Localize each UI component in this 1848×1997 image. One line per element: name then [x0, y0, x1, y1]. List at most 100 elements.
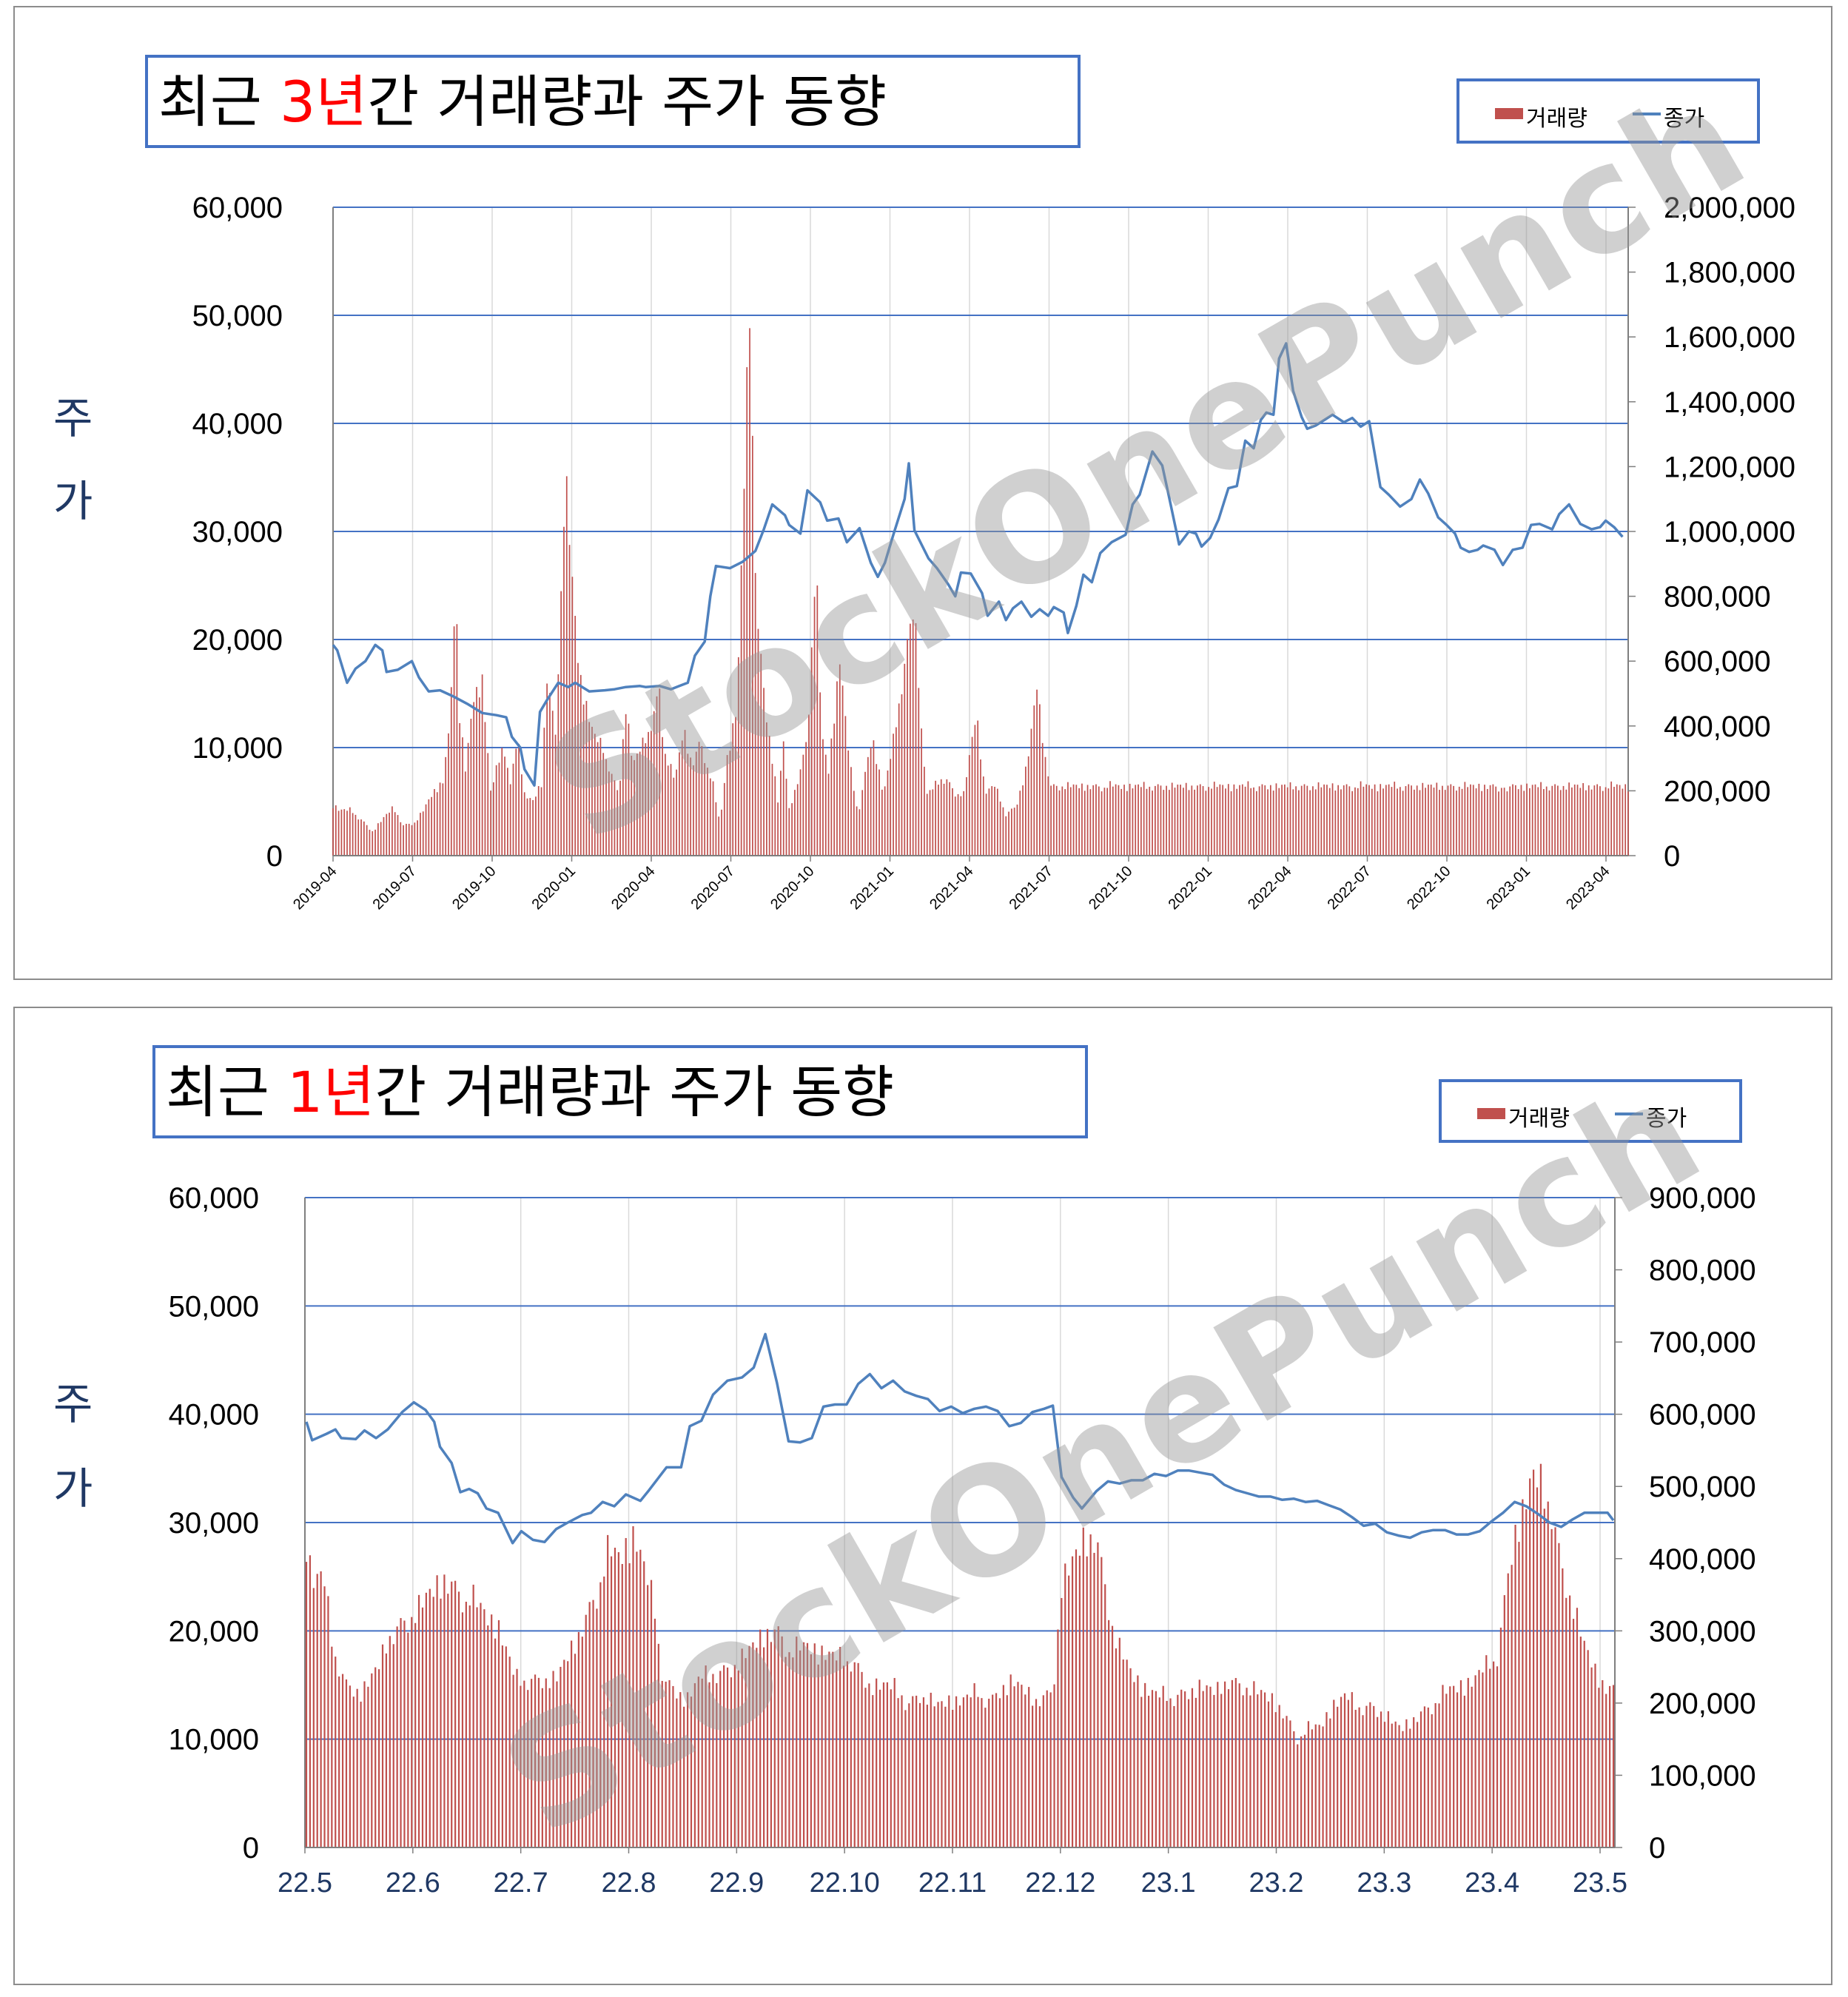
volume-bar [850, 767, 852, 856]
volume-bar [1035, 1699, 1038, 1847]
volume-bar [1269, 785, 1271, 856]
volume-bar [988, 1698, 990, 1847]
volume-bar [1303, 1734, 1306, 1847]
volume-bar [497, 1620, 500, 1847]
volume-bar [1129, 1668, 1132, 1847]
volume-bar [1612, 1685, 1615, 1847]
volume-bar [1143, 782, 1145, 856]
volume-bar [1374, 784, 1376, 856]
volume-bar [839, 664, 841, 856]
volume-bar [901, 694, 903, 856]
volume-bar [1354, 787, 1356, 856]
volume-bar [425, 1592, 427, 1847]
volume-bar [1391, 787, 1393, 856]
volume-bar [1061, 786, 1064, 856]
volume-bar [1198, 1679, 1200, 1847]
y-right-tick-label: 700,000 [1649, 1326, 1756, 1359]
x-tick-label: 22.6 [386, 1867, 440, 1899]
volume-bar [662, 736, 663, 856]
volume-bar [462, 737, 463, 856]
volume-bar [1559, 790, 1562, 856]
volume-bar [1485, 1655, 1488, 1847]
volume-bar [320, 1571, 322, 1847]
volume-bar [741, 1648, 743, 1847]
volume-bar [856, 806, 858, 856]
volume-bar [791, 803, 793, 856]
volume-bar [824, 1659, 827, 1847]
volume-bar [901, 1695, 903, 1847]
volume-bar [1503, 788, 1505, 856]
volume-bar [1033, 705, 1035, 856]
volume-bar [389, 1636, 391, 1847]
volume-bar [557, 674, 560, 856]
volume-bar [733, 1665, 736, 1847]
y-right-tick-label: 200,000 [1664, 775, 1771, 808]
volume-bar [1543, 789, 1545, 856]
volume-bar [698, 742, 700, 856]
volume-bar [1383, 1722, 1386, 1847]
volume-bar [799, 1650, 802, 1847]
volume-bar [1547, 1501, 1549, 1847]
volume-bar [639, 751, 641, 856]
volume-bar [867, 756, 869, 856]
volume-bar [1314, 789, 1317, 856]
volume-bar [1106, 788, 1109, 856]
price-line [305, 1332, 1615, 1545]
volume-bar [915, 622, 917, 856]
volume-bar [1017, 1682, 1019, 1847]
volume-bar [1408, 784, 1410, 856]
volume-bar [1337, 785, 1340, 856]
volume-bar [817, 1664, 819, 1847]
volume-bar [777, 802, 779, 856]
volume-bar [495, 765, 497, 856]
y-right-tick-label: 1,200,000 [1664, 451, 1795, 483]
volume-bar [585, 1614, 587, 1847]
volume-bar [1246, 1688, 1248, 1847]
volume-bar [1445, 1694, 1448, 1847]
volume-bar [740, 565, 742, 856]
volume-bar [617, 1552, 619, 1847]
volume-bar [926, 1705, 928, 1847]
volume-bar [1047, 776, 1049, 856]
volume-bar [1627, 791, 1629, 856]
volume-bar [1499, 1627, 1502, 1847]
volume-bar [998, 1698, 1001, 1847]
volume-bar [1013, 1686, 1015, 1847]
volume-bar [1044, 756, 1046, 856]
volume-bar [746, 367, 748, 856]
volume-bar [1191, 1688, 1194, 1847]
volume-bar [1624, 784, 1627, 856]
volume-bar [963, 791, 965, 856]
volume-bar [1278, 788, 1280, 856]
volume-bar [420, 813, 421, 856]
volume-bar [476, 1607, 478, 1847]
volume-bar [1419, 790, 1421, 856]
volume-bar [757, 628, 759, 856]
volume-bar [343, 809, 346, 856]
volume-bar [645, 743, 647, 856]
volume-bar [1382, 788, 1384, 856]
volume-bar [1183, 788, 1184, 856]
volume-bar [1347, 1699, 1349, 1847]
volume-bar [1126, 1659, 1128, 1847]
x-tick-label: 2021-04 [927, 863, 976, 913]
volume-bar [1340, 1696, 1343, 1847]
volume-bar [1461, 788, 1463, 856]
volume-bar [546, 683, 548, 856]
volume-bar [1416, 785, 1418, 856]
volume-bar [912, 619, 914, 856]
volume-bar [1295, 786, 1297, 856]
volume-bar [1140, 1696, 1143, 1847]
volume-bar [1019, 791, 1021, 856]
volume-bar [667, 765, 669, 856]
volume-bar [549, 693, 551, 856]
volume-bar [816, 585, 819, 856]
volume-bar [1467, 787, 1469, 856]
volume-bar [400, 822, 402, 856]
volume-bar [1478, 1670, 1480, 1847]
legend-line-swatch [1633, 113, 1661, 115]
volume-bar [1227, 784, 1229, 856]
volume-bar [603, 1576, 605, 1847]
volume-bar [1309, 790, 1311, 856]
volume-bar [1144, 1682, 1146, 1847]
